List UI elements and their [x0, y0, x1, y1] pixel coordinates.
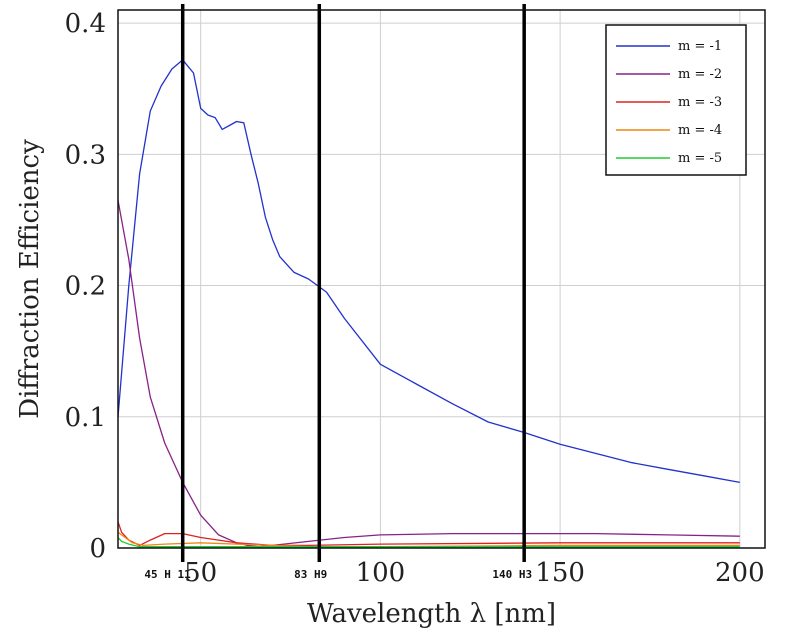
y-axis-label: Diffraction Efficiency	[15, 139, 45, 419]
y-tick-label: 0.2	[65, 272, 106, 302]
x-axis-label: Wavelength λ [nm]	[307, 599, 556, 629]
legend: m = -1 m = -2 m = -3 m = -4 m = -5	[605, 24, 747, 176]
vertical-marker-label: 140 H3	[492, 568, 532, 581]
legend-box	[605, 24, 747, 176]
y-tick-label: 0.4	[65, 9, 106, 39]
plot-frame	[117, 9, 766, 549]
vertical-marker-label: 45 H 11	[144, 568, 191, 581]
vertical-marker-label: 83 H9	[294, 568, 327, 581]
x-tick-label: 50	[184, 558, 217, 588]
y-tick-label: 0.1	[65, 403, 106, 433]
series-line-m2	[117, 200, 740, 548]
y-tick-label: 0.3	[65, 140, 106, 170]
x-tick-label: 150	[535, 558, 585, 588]
x-tick-label: 100	[356, 558, 406, 588]
series-lines	[117, 59, 740, 548]
legend-label: m = -3	[678, 95, 722, 110]
series-line-m5	[117, 537, 740, 548]
vertical-markers: 45 H 11 83 H9 140 H3	[144, 4, 532, 581]
y-tick-label: 0	[89, 534, 106, 564]
tick-labels: 50 100 150 200 0 0.1 0.2 0.3 0.4	[65, 9, 765, 588]
legend-label: m = -4	[678, 123, 722, 138]
legend-label: m = -5	[678, 151, 722, 166]
x-tick-label: 200	[715, 558, 765, 588]
legend-label: m = -2	[678, 67, 722, 82]
series-line-m1	[117, 59, 740, 484]
legend-label: m = -1	[678, 39, 722, 54]
series-line-m3	[117, 521, 740, 547]
